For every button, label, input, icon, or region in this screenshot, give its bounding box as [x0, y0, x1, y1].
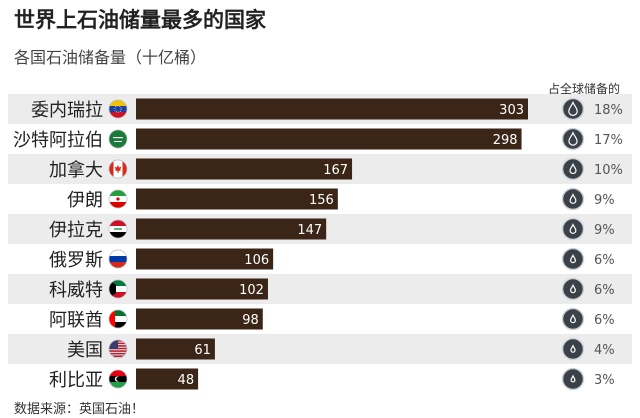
bar: [136, 368, 199, 390]
category-label: 伊拉克: [49, 220, 103, 241]
bar: [136, 158, 353, 180]
iran-flag-icon: [108, 189, 128, 209]
saudi-arabia-flag-icon: [108, 129, 128, 149]
bar-value-label: 298: [493, 133, 518, 148]
share-label: 6%: [594, 283, 615, 298]
share-icon: [561, 187, 585, 211]
share-icon: [561, 247, 585, 271]
bar-value-label: 147: [297, 223, 322, 238]
share-icon: [561, 337, 585, 361]
bar-value-label: 98: [242, 313, 259, 328]
oil-drop-icon: [570, 344, 576, 353]
oil-drop-icon: [570, 253, 576, 264]
bar-value-label: 48: [178, 373, 195, 388]
kuwait-flag-icon: [108, 279, 128, 299]
usa-flag-icon: [108, 339, 128, 359]
bar: [136, 218, 327, 240]
bar-value-label: 61: [194, 343, 211, 358]
canada-flag-icon: [108, 159, 128, 179]
bar-value-label: 106: [244, 253, 269, 268]
bar-value-label: 303: [499, 103, 524, 118]
category-label: 沙特阿拉伯: [13, 130, 103, 151]
chart-row: 委内瑞拉 303 18%: [8, 94, 632, 124]
chart-subtitle: 各国石油储备量（十亿桶）: [14, 48, 207, 67]
oil-drop-icon: [569, 162, 577, 175]
chart-row: 阿联酋 98 6%: [49, 307, 615, 331]
share-icon: [561, 307, 585, 331]
chart-row: 伊朗 156 9%: [67, 187, 615, 211]
uae-flag-icon: [108, 309, 128, 329]
share-column-header: 占全球储备的: [548, 82, 621, 96]
share-label: 3%: [594, 373, 615, 388]
category-label: 阿联酋: [49, 310, 103, 331]
bar-value-label: 102: [239, 283, 264, 298]
bar: [136, 188, 338, 210]
oil-drop-icon: [569, 193, 577, 204]
share-label: 6%: [594, 253, 615, 268]
bar: [136, 128, 522, 150]
share-label: 9%: [594, 223, 615, 238]
share-label: 18%: [594, 103, 623, 118]
share-icon: [561, 157, 585, 181]
oil-drop-icon: [570, 283, 576, 294]
chart-row: 俄罗斯 106 6%: [49, 247, 615, 271]
share-icon: [561, 127, 585, 151]
category-label: 科威特: [49, 280, 103, 301]
russia-flag-icon: [108, 249, 128, 269]
chart-row: 伊拉克 147 9%: [8, 214, 632, 244]
bar: [136, 98, 528, 120]
share-label: 9%: [594, 193, 615, 208]
oil-drop-icon: [568, 100, 578, 116]
bar: [136, 248, 274, 270]
category-label: 俄罗斯: [49, 250, 103, 271]
bar-value-label: 167: [323, 163, 348, 178]
chart-row: 科威特 102 6%: [8, 274, 632, 304]
category-label: 委内瑞拉: [31, 100, 103, 121]
share-label: 4%: [594, 343, 615, 358]
bar-value-label: 156: [309, 193, 334, 208]
chart-row: 加拿大 167 10%: [8, 154, 632, 184]
chart-row: 沙特阿拉伯 298 17%: [13, 127, 623, 151]
share-label: 6%: [594, 313, 615, 328]
category-label: 伊朗: [67, 190, 103, 211]
chart-title: 世界上石油储量最多的国家: [14, 8, 266, 32]
oil-drop-icon: [569, 223, 577, 234]
oil-drop-icon: [570, 313, 576, 324]
share-label: 10%: [594, 163, 623, 178]
share-icon: [561, 277, 585, 301]
iraq-flag-icon: [108, 219, 128, 239]
share-icon: [561, 97, 585, 121]
share-icon: [561, 367, 585, 391]
share-icon: [561, 217, 585, 241]
share-label: 17%: [594, 133, 623, 148]
chart-row: 美国 61 4%: [8, 334, 632, 364]
libya-flag-icon: [108, 369, 128, 389]
oil-drop-icon: [570, 374, 576, 383]
category-label: 利比亚: [49, 370, 103, 391]
source-note: 数据来源：英国石油！: [14, 402, 145, 417]
oil-drop-icon: [568, 131, 578, 146]
bar: [136, 308, 263, 330]
chart-row: 利比亚 48 3%: [49, 367, 615, 391]
venezuela-flag-icon: [108, 99, 128, 119]
bar: [136, 338, 215, 360]
category-label: 美国: [67, 340, 103, 361]
category-label: 加拿大: [49, 159, 103, 181]
bar: [136, 278, 268, 300]
